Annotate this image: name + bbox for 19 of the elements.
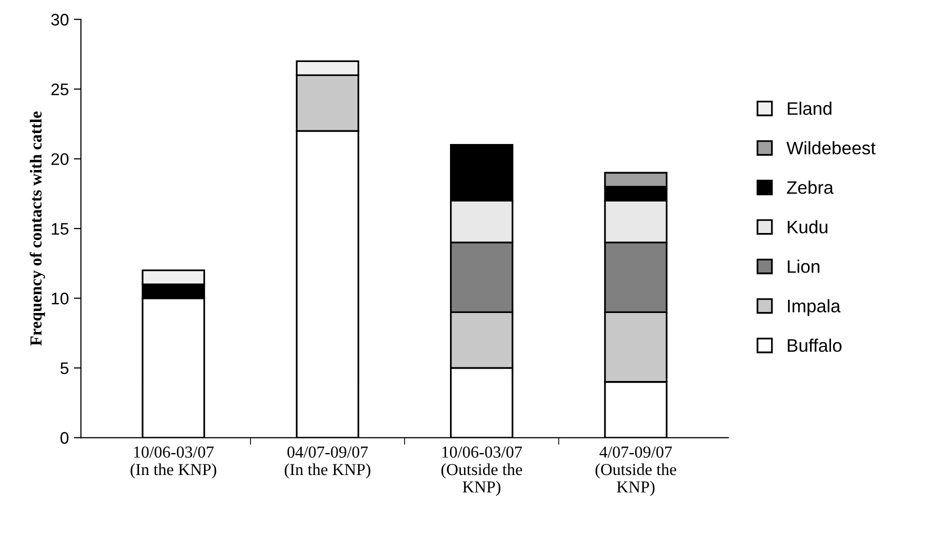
y-tick-label: 10	[52, 292, 68, 304]
y-tick-label: 20	[51, 153, 68, 166]
legend-label: Wildebeest	[786, 141, 876, 154]
x-tick-label: 04/07-09/07 (In the KNP)	[284, 446, 370, 479]
legend-label: Kudu	[788, 220, 828, 234]
legend-label: Lion	[788, 260, 820, 273]
legend-label: Buffalo	[788, 338, 842, 352]
legend-label: Eland	[788, 102, 832, 115]
y-axis-title: Frequency of contacts with cattle	[30, 112, 46, 346]
x-tick-label: 10/06-03/07 (Outside the KNP)	[441, 446, 522, 496]
y-tick-label: 15	[52, 223, 68, 235]
y-tick-label: 0	[60, 432, 68, 444]
y-tick-label: 30	[51, 14, 68, 26]
x-tick-label: 10/06-03/07 (In the KNP)	[130, 446, 216, 479]
legend-label: Zebra	[786, 180, 834, 194]
y-tick-label: 5	[60, 362, 68, 374]
legend-label: Impala	[788, 299, 841, 316]
x-tick-label: 4/07-09/07 (Outside the KNP)	[596, 446, 676, 496]
y-tick-label: 25	[51, 84, 68, 96]
